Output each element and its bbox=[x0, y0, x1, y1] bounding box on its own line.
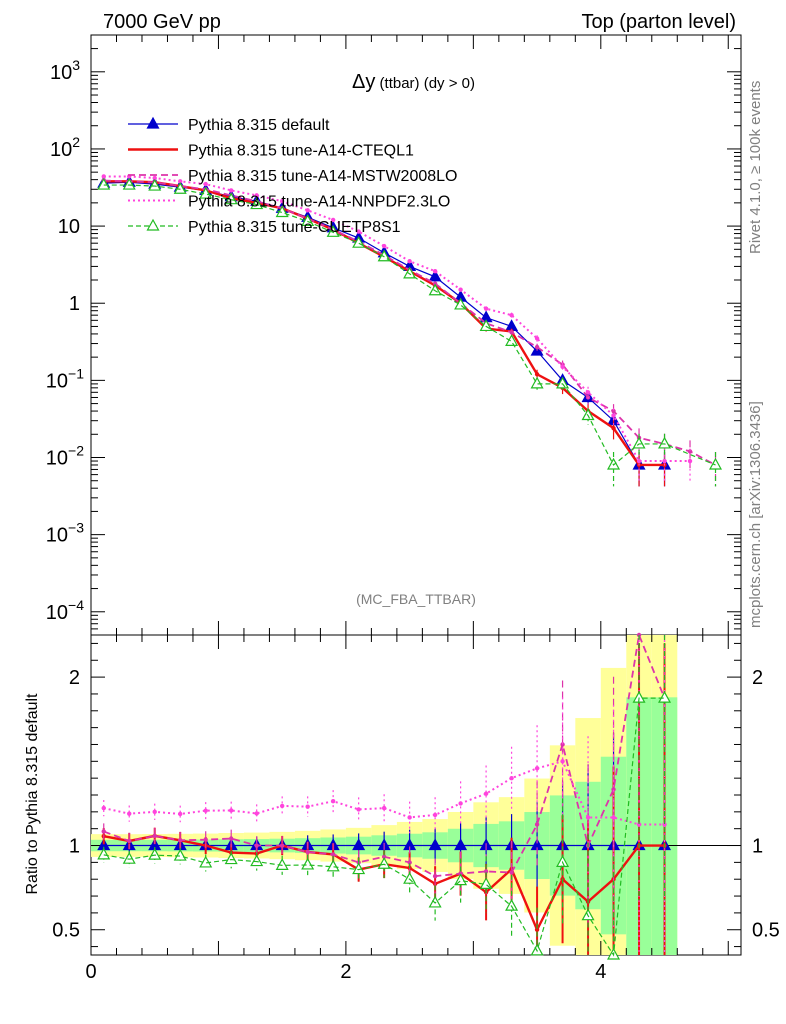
cuetp8s1-marker bbox=[97, 847, 111, 860]
default-marker bbox=[352, 838, 366, 851]
process-label: Top (parton level) bbox=[581, 11, 736, 33]
default-legend-marker bbox=[146, 116, 160, 129]
y-tick-label: 1 bbox=[69, 293, 80, 315]
y-tick-label: 103 bbox=[50, 57, 80, 84]
cuetp8s1-marker bbox=[708, 457, 723, 470]
nnpdf-ratio-line bbox=[103, 760, 665, 826]
plot-title: Δy (ttbar) (dy > 0) bbox=[352, 71, 475, 93]
nnpdf-marker bbox=[611, 815, 616, 820]
mstw-marker bbox=[483, 869, 489, 874]
mcplots-label: mcplots.cern.ch [arXiv:1306.3436] bbox=[747, 401, 764, 628]
mstw-ratio-line bbox=[103, 631, 666, 878]
y-tick-label: 10 bbox=[58, 216, 80, 238]
cuetp8s1-marker bbox=[97, 177, 111, 190]
cuetp8s1-marker bbox=[505, 898, 519, 911]
cuetp8s1-marker bbox=[250, 854, 264, 867]
cuetp8s1-marker bbox=[581, 408, 595, 421]
ratio-series bbox=[97, 631, 672, 960]
default-marker bbox=[428, 838, 442, 851]
ratio-y-axis-label: Ratio to Pythia 8.315 default bbox=[24, 693, 41, 895]
cuetp8s1-marker bbox=[403, 266, 417, 279]
main-series bbox=[97, 174, 723, 487]
rivet-version-label: Rivet 4.1.0, ≥ 100k events bbox=[747, 81, 764, 254]
nnpdf-marker bbox=[178, 811, 183, 817]
legend: Pythia 8.315 default Pythia 8.315 tune-A1… bbox=[128, 116, 457, 236]
cuetp8s1-marker bbox=[454, 873, 468, 886]
ratio-y-tick-label: 2 bbox=[69, 667, 80, 689]
nnpdf-legend-label: Pythia 8.315 tune-A14-NNPDF2.3LO bbox=[188, 194, 450, 211]
cuetp8s1-marker bbox=[173, 182, 187, 194]
cuetp8s1-marker bbox=[658, 436, 672, 449]
ratio-y-tick-label-right: 1 bbox=[752, 836, 763, 858]
y-tick-label: 10−1 bbox=[46, 365, 84, 392]
cuetp8s1-marker bbox=[148, 847, 162, 860]
cuetp8s1-marker bbox=[122, 177, 136, 190]
cuetp8s1-marker bbox=[556, 376, 570, 389]
cuetp8s1-ratio-line bbox=[103, 697, 665, 957]
cuetp8s1-marker bbox=[224, 852, 238, 865]
nnpdf-marker bbox=[636, 822, 642, 827]
nnpdf-marker bbox=[356, 807, 361, 812]
cuetp8s1-marker bbox=[428, 895, 442, 908]
cuetp8s1-legend-marker bbox=[146, 218, 160, 231]
analysis-watermark: (MC_FBA_TTBAR) bbox=[356, 591, 476, 607]
y-tick-label: 102 bbox=[50, 134, 80, 161]
energy-label: 7000 GeV pp bbox=[103, 11, 221, 33]
mstw-legend-label: Pythia 8.315 tune-A14-MSTW2008LO bbox=[188, 168, 457, 185]
cuetp8s1-marker bbox=[530, 376, 544, 389]
ratio-y-tick-label-right: 0.5 bbox=[752, 920, 780, 942]
y-tick-label: 10−2 bbox=[46, 443, 84, 470]
mstw-marker bbox=[152, 833, 157, 839]
nnpdf-marker bbox=[228, 188, 234, 193]
nnpdf-marker bbox=[662, 458, 667, 464]
mstw-marker bbox=[305, 849, 310, 855]
y-tick-label: 10−3 bbox=[46, 520, 84, 547]
cuetp8s1-marker bbox=[403, 871, 417, 884]
nnpdf-marker bbox=[228, 808, 234, 813]
cuetp8s1-marker bbox=[173, 848, 187, 861]
ratio-y-tick-label: 0.5 bbox=[52, 920, 80, 942]
y-tick-label: 10−4 bbox=[46, 597, 84, 624]
cuetp8s1-marker bbox=[250, 197, 264, 210]
default-marker bbox=[454, 838, 468, 851]
cuetp8s1-marker bbox=[224, 192, 238, 205]
cuetp8s1-marker bbox=[658, 690, 672, 703]
cuetp8s1-marker bbox=[326, 859, 340, 872]
x-tick-label: 0 bbox=[85, 961, 96, 983]
ratio-y-tick-label: 1 bbox=[69, 836, 80, 858]
cuetp8s1-marker bbox=[301, 857, 315, 870]
nnpdf-marker bbox=[636, 458, 642, 464]
ratio-y-tick-label-right: 2 bbox=[752, 667, 763, 689]
plot-title-subtitle: (ttbar) (dy > 0) bbox=[375, 75, 475, 92]
x-tick-label: 2 bbox=[340, 961, 351, 983]
cuetp8s1-line bbox=[103, 184, 716, 466]
default-legend-label: Pythia 8.315 default bbox=[188, 117, 330, 134]
cuetp8s1-marker bbox=[632, 436, 646, 449]
mstw-marker bbox=[228, 836, 234, 841]
cteql1-legend-label: Pythia 8.315 tune-A14-CTEQL1 bbox=[188, 143, 414, 160]
plot-title-symbol: Δy bbox=[352, 71, 375, 93]
cuetp8s1-marker bbox=[377, 856, 391, 869]
uncertainty-bands bbox=[91, 635, 741, 955]
cuetp8s1-marker bbox=[428, 283, 442, 296]
x-tick-label: 4 bbox=[595, 961, 606, 983]
cuetp8s1-marker bbox=[148, 178, 162, 191]
cuetp8s1-legend-label: Pythia 8.315 tune-CUETP8S1 bbox=[188, 219, 401, 236]
